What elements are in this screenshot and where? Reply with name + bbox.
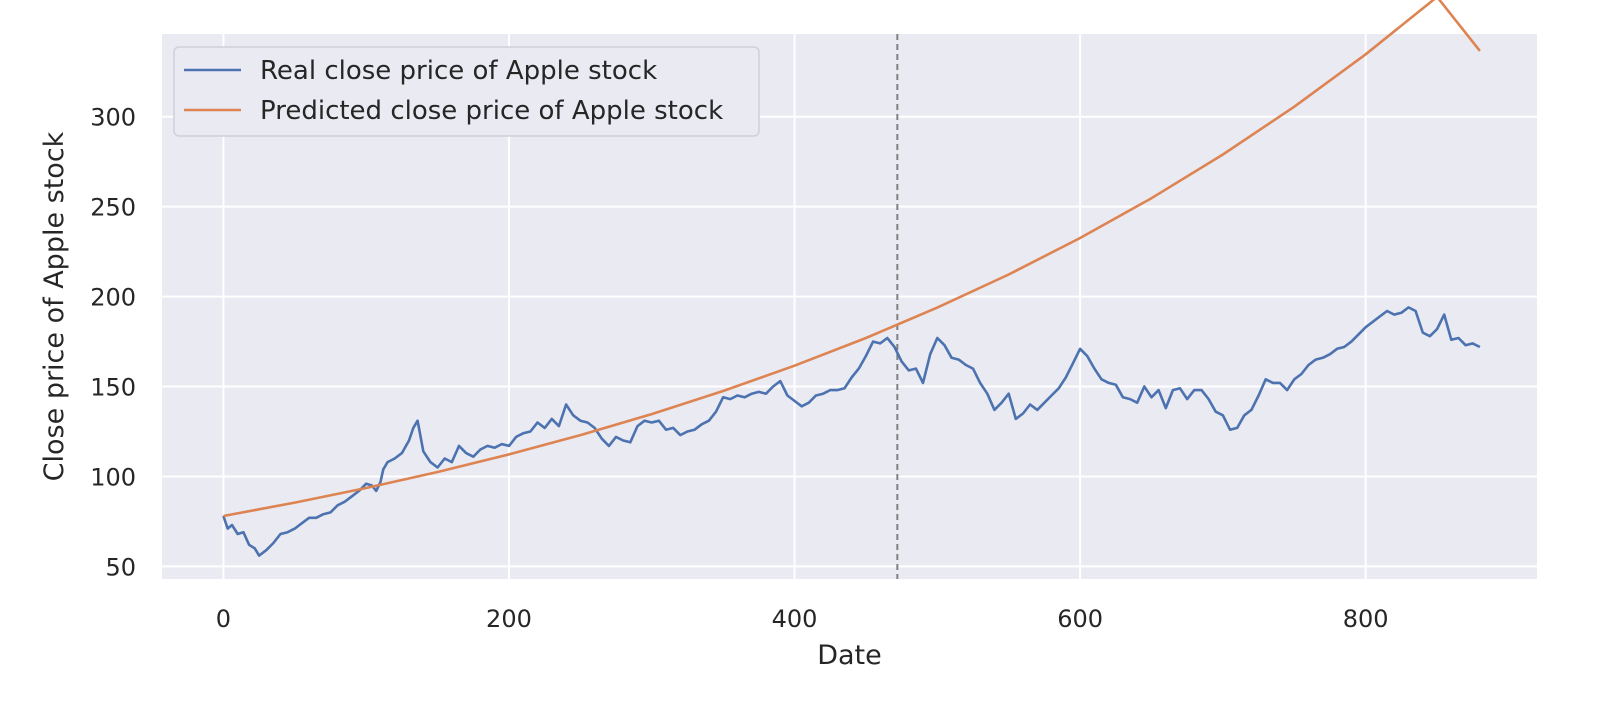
real-price-line [222, 306, 1481, 557]
legend-box [173, 46, 760, 137]
x-tick-label: 200 [486, 605, 532, 633]
y-tick-label: 150 [90, 374, 136, 402]
legend-entry-label: Predicted close price of Apple stock [260, 96, 723, 126]
y-tick-label: 50 [105, 553, 136, 581]
y-tick-label: 300 [90, 104, 136, 132]
x-axis-ticks: 0 200 400 600 800 [216, 605, 1389, 633]
legend-entry-label: Real close price of Apple stock [260, 56, 657, 86]
x-tick-label: 400 [772, 605, 818, 633]
legend: Real close price of Apple stock Predicted… [173, 46, 760, 137]
y-tick-label: 100 [90, 463, 136, 491]
y-axis-ticks: 50 100 150 200 250 300 [90, 104, 136, 582]
y-tick-label: 250 [90, 194, 136, 222]
x-tick-label: 600 [1057, 605, 1103, 633]
series-lines [222, 0, 1481, 557]
predicted-price-line [223, 0, 1481, 518]
x-tick-label: 0 [216, 605, 231, 633]
y-axis-label: Close price of Apple stock [39, 131, 70, 481]
y-tick-label: 200 [90, 284, 136, 312]
x-tick-label: 800 [1343, 605, 1389, 633]
x-axis-label: Date [817, 640, 882, 671]
